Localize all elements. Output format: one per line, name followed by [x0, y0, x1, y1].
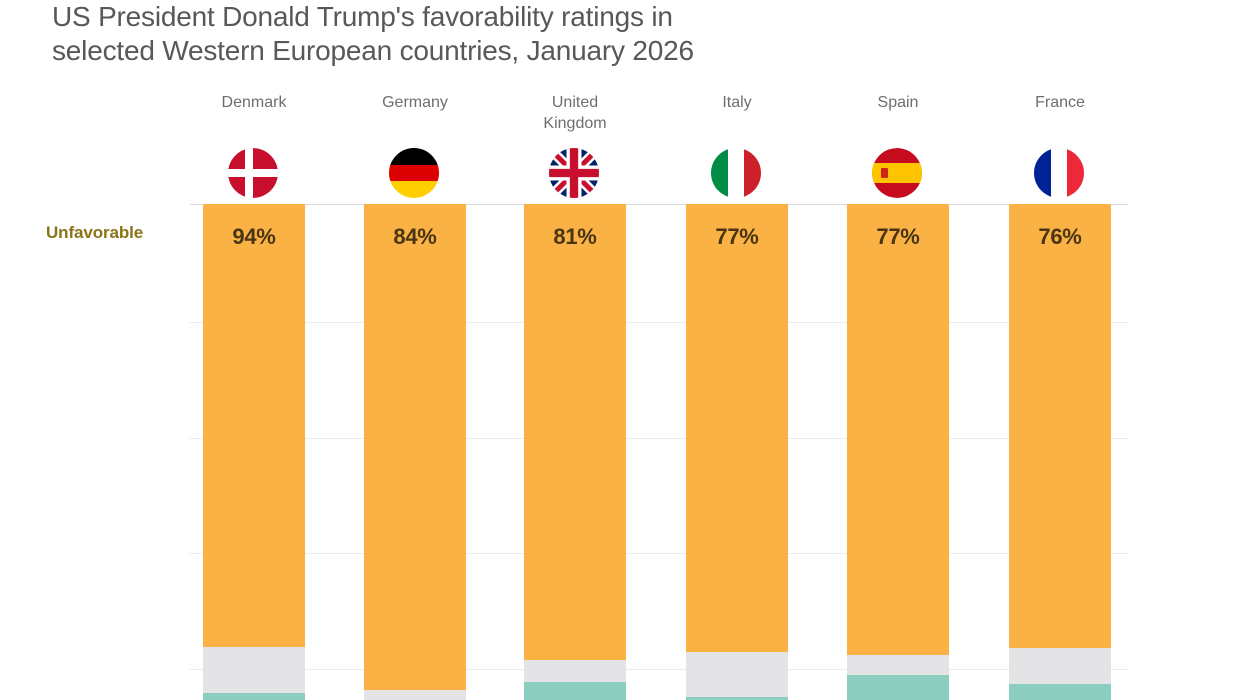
column-spain[interactable]: Spain 77%: [847, 0, 949, 700]
segment-no-opinion-france[interactable]: [1009, 648, 1111, 684]
segment-no-opinion-spain[interactable]: [847, 655, 949, 675]
gridline-0: [190, 669, 1128, 670]
segment-unfavorable-germany[interactable]: 84%: [364, 204, 466, 690]
country-label-denmark: Denmark: [221, 94, 287, 111]
segment-no-opinion-united-kingdom[interactable]: [524, 660, 626, 682]
segment-unfavorable-spain[interactable]: 77%: [847, 204, 949, 655]
gridline-25: [190, 553, 1128, 554]
flag-germany-icon: [389, 148, 439, 198]
country-label-germany: Germany: [382, 94, 448, 111]
flag-spain-icon: [872, 148, 922, 198]
country-label-united-kingdom: United Kingdom: [543, 94, 607, 132]
value-unfavorable-spain: 77%: [876, 224, 920, 249]
column-denmark[interactable]: Denmark 94%: [203, 0, 305, 700]
segment-unfavorable-united-kingdom[interactable]: 81%: [524, 204, 626, 660]
flag-france-icon: [1034, 148, 1084, 198]
row-label-unfavorable: Unfavorable: [46, 223, 144, 242]
segment-favorable-france[interactable]: [1009, 684, 1111, 700]
segment-no-opinion-denmark[interactable]: [203, 647, 305, 693]
column-germany[interactable]: Germany 84%: [364, 0, 466, 700]
gridline-75: [190, 322, 1128, 323]
segment-unfavorable-france[interactable]: 76%: [1009, 204, 1111, 648]
country-label-italy: Italy: [722, 94, 752, 111]
segment-unfavorable-denmark[interactable]: 94%: [203, 204, 305, 647]
column-france[interactable]: France 76%: [1009, 0, 1111, 700]
gridline-50: [190, 438, 1128, 439]
value-unfavorable-italy: 77%: [715, 224, 759, 249]
value-unfavorable-france: 76%: [1038, 224, 1082, 249]
page-title: US President Donald Trump's favorability…: [52, 1, 694, 66]
segment-no-opinion-italy[interactable]: [686, 652, 788, 697]
segment-favorable-united-kingdom[interactable]: [524, 682, 626, 700]
country-label-france: France: [1035, 94, 1085, 111]
value-unfavorable-denmark: 94%: [232, 224, 276, 249]
value-unfavorable-united-kingdom: 81%: [553, 224, 597, 249]
column-italy[interactable]: Italy 77%: [686, 0, 788, 700]
segment-favorable-italy[interactable]: [686, 697, 788, 700]
segment-unfavorable-italy[interactable]: 77%: [686, 204, 788, 652]
segment-no-opinion-germany[interactable]: [364, 690, 466, 700]
flag-italy-icon: [711, 148, 761, 198]
flag-denmark-icon: [228, 148, 278, 198]
segment-favorable-denmark[interactable]: [203, 693, 305, 700]
flag-united-kingdom-icon: [549, 148, 599, 198]
gridline-100: [190, 204, 1128, 205]
segment-favorable-spain[interactable]: [847, 675, 949, 700]
value-unfavorable-germany: 84%: [393, 224, 437, 249]
country-label-spain: Spain: [877, 94, 919, 111]
column-united-kingdom[interactable]: United Kingdom 81%: [524, 0, 626, 700]
